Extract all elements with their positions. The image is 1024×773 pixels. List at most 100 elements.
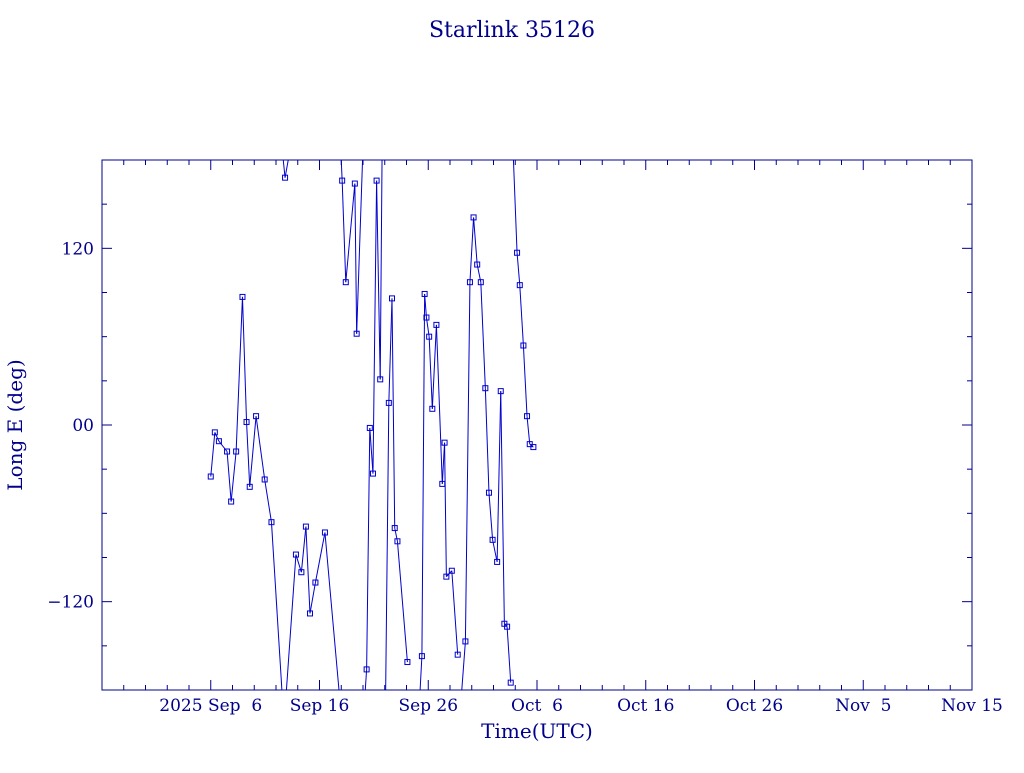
data-point [207, 473, 214, 480]
series-segment [512, 159, 518, 253]
x-tick-label: Nov 15 [941, 696, 1003, 716]
y-axis-ticks: 120 00 −120 [47, 159, 972, 691]
series-segment [314, 532, 326, 583]
data-point [477, 279, 484, 286]
data-point [302, 523, 309, 530]
series-segment [480, 282, 486, 389]
data-point [268, 519, 275, 526]
x-tick-label: Oct 16 [617, 696, 674, 716]
series-segment [341, 180, 347, 283]
data-point [454, 651, 461, 658]
series-segment [246, 422, 251, 487]
data-point [530, 444, 537, 451]
data-point [433, 321, 440, 328]
series-segment [309, 582, 316, 614]
series-segment [461, 641, 466, 691]
series-segment [388, 298, 393, 403]
series-segment [210, 432, 216, 477]
series-segment [324, 532, 340, 691]
x-tick-label: 2025 Sep 6 [159, 696, 262, 716]
series-segment [444, 442, 447, 577]
data-point [418, 653, 425, 660]
series-segment [364, 669, 368, 691]
data-point [224, 448, 231, 455]
data-point [448, 567, 455, 574]
series-segment [391, 298, 396, 529]
data-point [494, 558, 501, 565]
data-point [439, 480, 446, 487]
series-segment [285, 554, 297, 691]
series-segment [235, 296, 243, 452]
data-point [292, 551, 299, 558]
data-point [520, 342, 527, 349]
series-segment [249, 416, 257, 487]
data-point [404, 659, 411, 666]
data-point [363, 666, 370, 673]
series-segment [376, 180, 381, 380]
data-point [369, 470, 376, 477]
series-segment [366, 427, 371, 670]
data-point [474, 261, 481, 268]
data-point [470, 214, 477, 221]
series-segment [226, 451, 232, 502]
data-point [394, 538, 401, 545]
x-tick-label: Sep 26 [398, 696, 458, 716]
data-point [339, 177, 346, 184]
series-segment [214, 432, 220, 442]
data-point [514, 249, 521, 256]
y-axis-label: Long E (deg) [3, 359, 27, 490]
series-segment [526, 416, 531, 445]
data-point [497, 388, 504, 395]
data-point [306, 610, 313, 617]
data-point [239, 293, 246, 300]
y-tick-label: 120 [62, 239, 94, 259]
data-point [524, 413, 531, 420]
series-segment [385, 402, 390, 691]
data-point [228, 498, 235, 505]
series-segment [464, 282, 471, 642]
data-point [377, 376, 384, 383]
x-tick-label: Sep 16 [290, 696, 350, 716]
data-point [253, 413, 260, 420]
y-tick-label: −120 [47, 593, 94, 613]
data-point [516, 282, 523, 289]
data-point [246, 483, 253, 490]
data-point [282, 174, 289, 181]
series-segment [519, 285, 524, 346]
x-axis-label: Time(UTC) [481, 719, 593, 743]
series-segment [379, 159, 383, 380]
data-point [462, 638, 469, 645]
x-axis-ticks: 2025 Sep 6 Sep 16 Sep 26 Oct 6 Oct 16 Oct 26 N… [101, 160, 1003, 716]
data-point [389, 295, 395, 302]
chart-title: Starlink 35126 [429, 18, 595, 43]
data-point [485, 489, 492, 496]
series-segment [425, 317, 430, 337]
series-segment [469, 217, 475, 283]
data-point [466, 279, 473, 286]
series-segment [451, 570, 459, 655]
data-point [426, 333, 433, 340]
series-segment [492, 539, 498, 563]
series-segment [435, 324, 443, 484]
series-segment [424, 293, 427, 318]
series-segment [419, 656, 423, 691]
series-segment [484, 388, 490, 493]
data-point [373, 177, 380, 184]
data-point [243, 419, 250, 426]
data-point [233, 448, 240, 455]
series-segment [428, 336, 433, 409]
series-segment [396, 541, 408, 663]
x-tick-label: Nov 5 [835, 696, 891, 716]
series-segment [529, 443, 534, 448]
data-point [321, 529, 328, 536]
data-point [507, 679, 514, 686]
data-point [441, 439, 448, 446]
series-segment [270, 522, 283, 691]
x-tick-label: Oct 26 [726, 696, 783, 716]
series-layer [207, 159, 537, 691]
series-segment [421, 293, 426, 657]
series-segment [522, 345, 528, 417]
data-point [429, 405, 436, 412]
data-point [211, 429, 218, 436]
